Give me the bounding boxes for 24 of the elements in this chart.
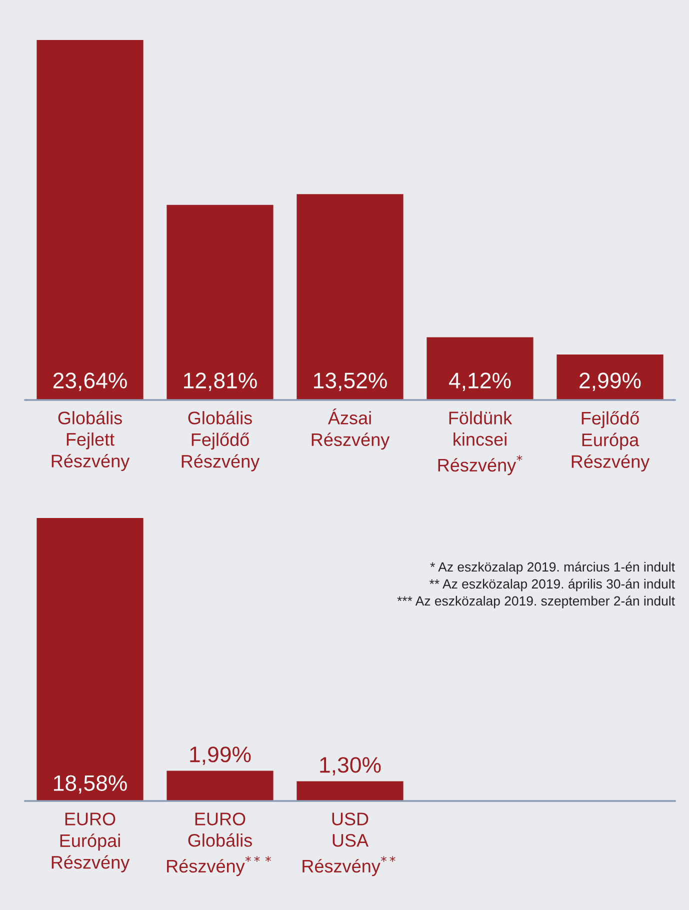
- x-tick-label: EURO Globális Részvény$^{***}$: [167, 812, 271, 876]
- x-tick-label: USD USA Részvény$^{**}$: [302, 812, 396, 876]
- annotation: *** Az eszközalap 2019. szeptember 2-án indult: [397, 596, 675, 608]
- bar: [36, 40, 144, 400]
- text: * Az eszközalap 2019. március 1-én indult: [430, 562, 675, 574]
- bar: [556, 354, 664, 400]
- data-label: 1,30%: [320, 757, 381, 776]
- x-tick-label: Globális Fejlett Részvény: [52, 410, 130, 472]
- x-tick-label: EURO Európai Részvény: [52, 812, 130, 872]
- text: ** Az eszközalap 2019. április 30-án indult: [430, 578, 675, 592]
- bar: [426, 337, 534, 400]
- bar: [166, 204, 274, 400]
- x-tick-label: Fejlődő Európa Részvény: [572, 411, 650, 472]
- data-label: 12,81%: [184, 372, 257, 392]
- data-label: 2,99%: [580, 372, 641, 392]
- bar: [296, 194, 404, 400]
- x-tick-label: Globális Fejlődő Részvény: [182, 410, 260, 472]
- data-label: 18,58%: [54, 775, 127, 794]
- data-label: 23,64%: [53, 372, 127, 392]
- data-label: 13,52%: [314, 372, 387, 392]
- data-label: 1,99%: [190, 746, 251, 765]
- x-tick-label: Földünk kincsei Részvény$^{*}$: [438, 411, 522, 476]
- x-tick-label: Ázsai Részvény: [312, 408, 390, 450]
- data-label: 4,12%: [449, 372, 511, 392]
